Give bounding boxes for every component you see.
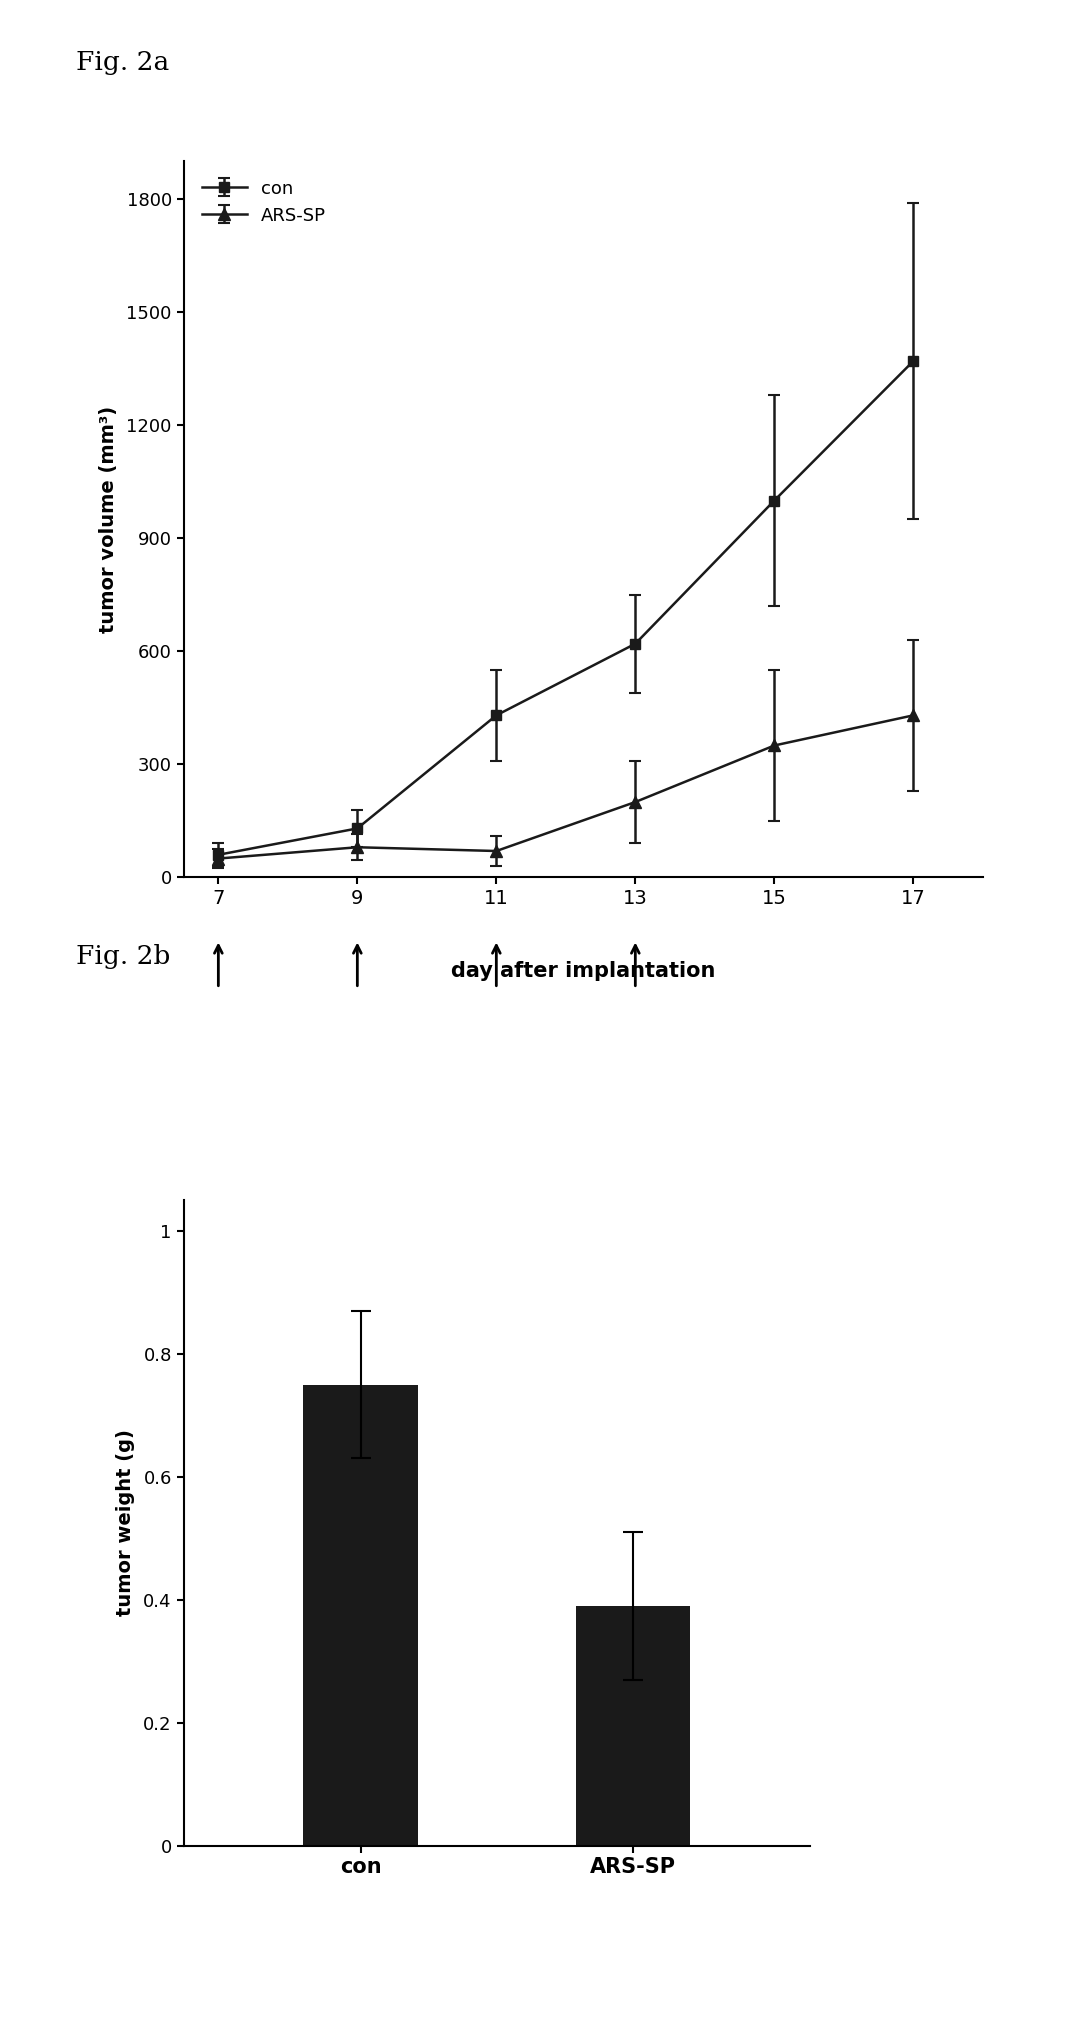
Text: Fig. 2b: Fig. 2b <box>76 944 170 968</box>
Bar <box>576 1606 690 1846</box>
Legend: con, ARS-SP: con, ARS-SP <box>192 169 335 234</box>
Bar <box>303 1384 418 1846</box>
Y-axis label: tumor volume (mm³): tumor volume (mm³) <box>99 405 118 633</box>
Y-axis label: tumor weight (g): tumor weight (g) <box>116 1430 135 1616</box>
X-axis label: day after implantation: day after implantation <box>451 960 715 980</box>
Text: Fig. 2a: Fig. 2a <box>76 50 168 75</box>
